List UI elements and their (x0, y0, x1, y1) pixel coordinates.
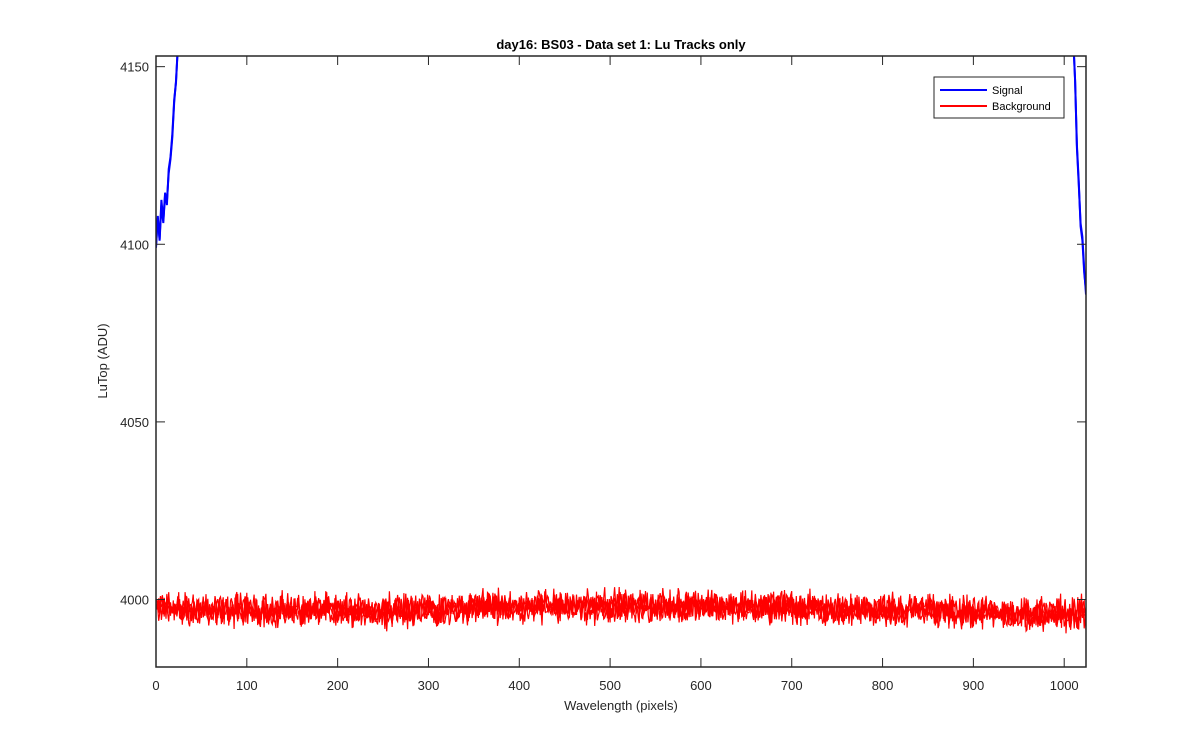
axes-box (155, 55, 1087, 668)
legend: Signal Background (933, 76, 1065, 119)
x-tick-label: 300 (418, 678, 440, 693)
x-tick-label: 0 (152, 678, 159, 693)
series-line-signal (1072, 56, 1086, 295)
y-tick-label: 4150 (120, 60, 149, 75)
x-tick-label: 400 (508, 678, 530, 693)
y-tick-label: 4100 (120, 237, 149, 252)
x-tick-label: 600 (690, 678, 712, 693)
chart-title: day16: BS03 - Data set 1: Lu Tracks only (496, 37, 746, 52)
series-line-background (156, 586, 1086, 634)
legend-label-signal: Signal (992, 85, 1023, 97)
x-tick-label: 100 (236, 678, 258, 693)
x-tick-label: 500 (599, 678, 621, 693)
x-axis: 0 100 200 300 400 500 600 700 800 900 1000 (152, 56, 1079, 693)
y-tick-label: 4000 (120, 593, 149, 608)
y-axis: 4000 4050 4100 4150 (120, 60, 1086, 608)
plot-area (156, 56, 1086, 667)
legend-label-background: Background (992, 101, 1051, 113)
x-tick-label: 700 (781, 678, 803, 693)
x-tick-label: 800 (872, 678, 894, 693)
legend-box (933, 76, 1065, 119)
series-line-signal (156, 56, 179, 247)
y-tick-label: 4050 (120, 415, 149, 430)
series-layer (156, 56, 1086, 634)
x-tick-label: 1000 (1050, 678, 1079, 693)
x-tick-label: 200 (327, 678, 349, 693)
x-tick-label: 900 (963, 678, 985, 693)
x-axis-label: Wavelength (pixels) (564, 698, 678, 713)
y-axis-label: LuTop (ADU) (95, 323, 110, 398)
